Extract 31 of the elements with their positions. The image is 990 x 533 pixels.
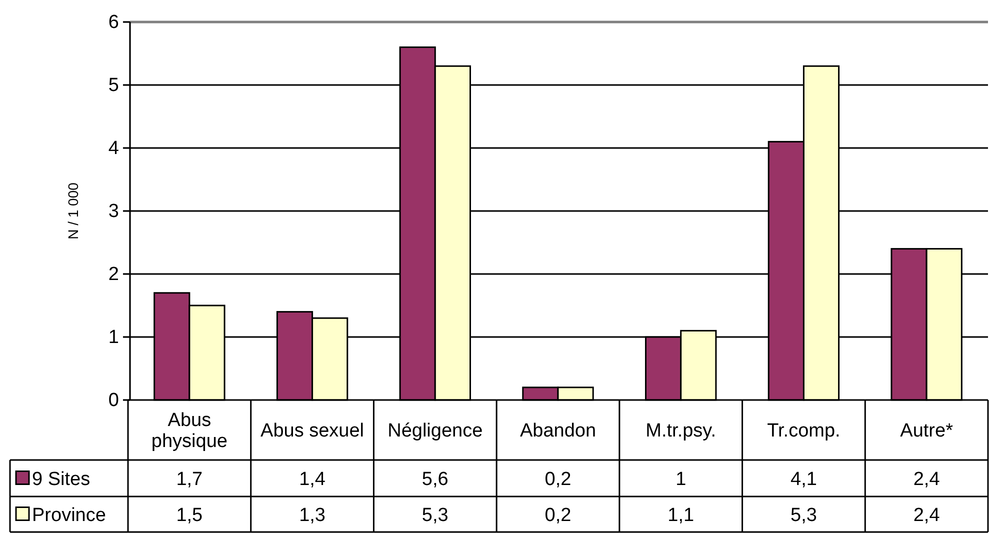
data-label: 2,4 <box>913 504 940 526</box>
x-tick-label: Abus physique <box>151 410 228 452</box>
data-label: 4,1 <box>790 468 817 490</box>
x-tick-label: M.tr.psy. <box>646 420 716 442</box>
data-label: 5,3 <box>422 504 448 526</box>
y-tick-label: 3 <box>108 201 119 222</box>
data-label: 0,2 <box>544 468 572 490</box>
legend-label: 9 Sites <box>32 468 90 490</box>
x-tick-label: Abandon <box>520 420 596 442</box>
data-label: 0,2 <box>544 504 572 526</box>
data-label: 5,3 <box>790 504 817 526</box>
y-tick-label: 0 <box>108 390 119 412</box>
y-axis-title: N / 1 000 <box>65 182 81 240</box>
x-tick-label: Tr.comp. <box>767 420 840 442</box>
legend-label: Province <box>32 504 106 526</box>
data-label: 1,7 <box>176 468 203 490</box>
data-label: 1,1 <box>668 504 694 526</box>
data-label: 1 <box>676 468 686 490</box>
data-label: 5,6 <box>422 468 448 490</box>
y-tick-label: 1 <box>108 327 119 348</box>
data-label: 2,4 <box>913 468 940 490</box>
data-label: 1,4 <box>299 468 326 490</box>
y-tick-label: 2 <box>108 264 119 286</box>
data-label: 1,5 <box>176 504 203 526</box>
data-label: 1,3 <box>299 504 326 526</box>
y-tick-label: 6 <box>108 12 119 34</box>
y-tick-label: 5 <box>108 75 119 96</box>
x-tick-label: Autre* <box>900 420 954 442</box>
y-tick-label: 4 <box>108 138 120 160</box>
x-tick-label: Négligence <box>388 420 483 442</box>
x-tick-label: Abus sexuel <box>260 420 364 442</box>
